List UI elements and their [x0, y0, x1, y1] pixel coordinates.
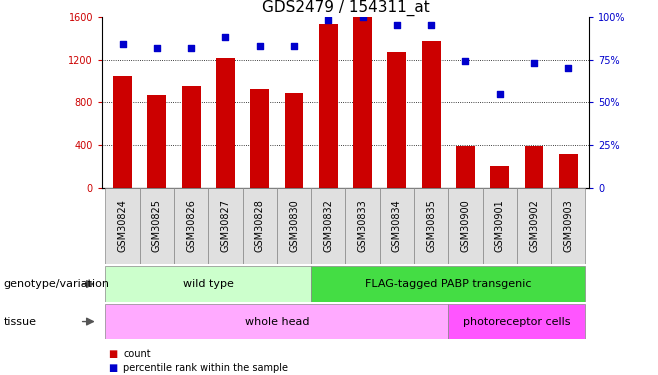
Bar	[448, 188, 482, 264]
Text: GSM30830: GSM30830	[289, 199, 299, 252]
Text: tissue: tissue	[3, 316, 36, 327]
Bar	[353, 17, 372, 188]
Bar	[422, 41, 441, 188]
Bar	[524, 146, 544, 188]
Bar	[311, 266, 586, 302]
Point	[289, 43, 299, 49]
Bar	[319, 24, 338, 188]
Text: whole head: whole head	[245, 316, 309, 327]
Text: GSM30832: GSM30832	[323, 199, 334, 252]
Bar	[482, 188, 517, 264]
Point	[151, 45, 162, 51]
Bar	[456, 146, 475, 188]
Point	[323, 17, 334, 23]
Bar	[414, 188, 448, 264]
Point	[529, 60, 540, 66]
Bar	[388, 52, 406, 188]
Text: GSM30828: GSM30828	[255, 199, 265, 252]
Point	[426, 22, 436, 28]
Bar	[243, 188, 277, 264]
Text: GSM30901: GSM30901	[495, 199, 505, 252]
Point	[495, 91, 505, 97]
Text: GSM30833: GSM30833	[357, 199, 368, 252]
Bar	[113, 75, 132, 188]
Text: GSM30826: GSM30826	[186, 199, 196, 252]
Text: count: count	[123, 350, 151, 359]
Text: GSM30902: GSM30902	[529, 199, 539, 252]
Text: ■: ■	[109, 350, 118, 359]
Text: photoreceptor cells: photoreceptor cells	[463, 316, 570, 327]
Text: GSM30824: GSM30824	[118, 199, 128, 252]
Bar	[250, 89, 269, 188]
Point	[117, 41, 128, 47]
Bar	[490, 166, 509, 188]
Text: GSM30834: GSM30834	[392, 199, 402, 252]
Bar	[448, 304, 586, 339]
Text: GSM30825: GSM30825	[152, 199, 162, 252]
Text: ■: ■	[109, 363, 118, 373]
Text: GSM30835: GSM30835	[426, 199, 436, 252]
Point	[460, 58, 470, 64]
Text: GSM30903: GSM30903	[563, 199, 573, 252]
Bar	[209, 188, 243, 264]
Bar	[147, 95, 166, 188]
Text: GSM30900: GSM30900	[461, 199, 470, 252]
Bar	[277, 188, 311, 264]
Bar	[105, 188, 139, 264]
Bar	[105, 304, 448, 339]
Text: GSM30827: GSM30827	[220, 199, 230, 252]
Bar	[551, 188, 586, 264]
Point	[186, 45, 196, 51]
Point	[220, 34, 231, 40]
Point	[392, 22, 402, 28]
Bar	[139, 188, 174, 264]
Text: FLAG-tagged PABP transgenic: FLAG-tagged PABP transgenic	[365, 279, 532, 289]
Bar	[284, 93, 303, 188]
Bar	[105, 266, 311, 302]
Bar	[174, 188, 209, 264]
Bar	[517, 188, 551, 264]
Bar	[216, 58, 235, 188]
Title: GDS2479 / 154311_at: GDS2479 / 154311_at	[262, 0, 429, 15]
Bar	[182, 86, 201, 188]
Text: percentile rank within the sample: percentile rank within the sample	[123, 363, 288, 373]
Point	[357, 14, 368, 20]
Point	[563, 65, 574, 71]
Bar	[380, 188, 414, 264]
Bar	[311, 188, 345, 264]
Bar	[559, 154, 578, 188]
Bar	[345, 188, 380, 264]
Text: genotype/variation: genotype/variation	[3, 279, 109, 289]
Point	[255, 43, 265, 49]
Text: wild type: wild type	[183, 279, 234, 289]
